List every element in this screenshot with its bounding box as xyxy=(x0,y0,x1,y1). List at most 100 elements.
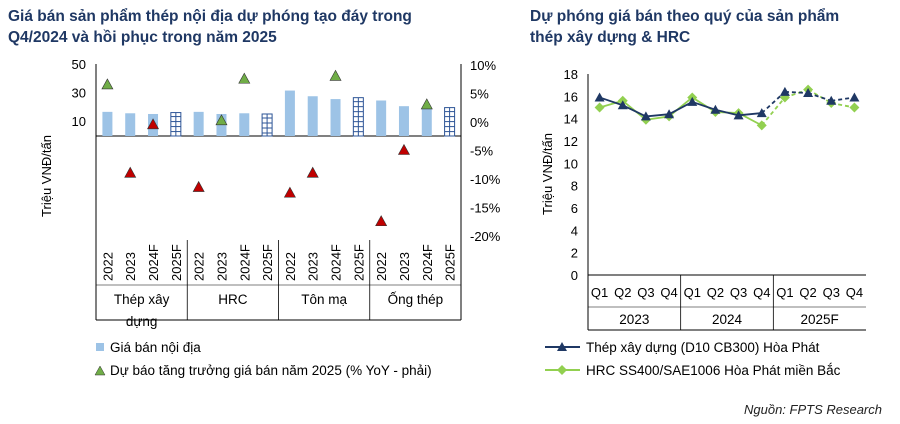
right-chart-ytick: 0 xyxy=(571,268,578,283)
left-chart-title: Giá bán sản phẩm thép nội địa dự phóng t… xyxy=(8,6,508,48)
category-label: 2025F xyxy=(169,244,184,281)
category-label: 2025F xyxy=(443,244,458,281)
right-chart-ytick: 6 xyxy=(571,201,578,216)
rebar-point xyxy=(640,111,651,121)
quarter-label: Q2 xyxy=(799,285,816,300)
growth-marker xyxy=(306,166,319,178)
rebar-line-segment xyxy=(761,91,786,114)
year-label: 2023 xyxy=(619,312,649,327)
right-ytick-label: 5% xyxy=(470,87,489,102)
year-label: 2025F xyxy=(801,312,839,327)
growth-marker xyxy=(283,186,296,198)
rebar-point xyxy=(849,92,860,102)
source-note: Nguồn: FPTS Research xyxy=(743,402,882,417)
growth-marker xyxy=(329,69,342,81)
rebar-point xyxy=(803,87,814,97)
quarter-label: Q3 xyxy=(637,285,654,300)
bar xyxy=(421,107,432,136)
hrc-point xyxy=(849,102,860,113)
quarter-label: Q4 xyxy=(753,285,770,300)
right-title-line2: thép xây dựng & HRC xyxy=(530,29,691,46)
quarter-label: Q4 xyxy=(846,285,863,300)
right-ytick-label: 10% xyxy=(470,58,496,73)
rebar-line-segment xyxy=(715,108,739,117)
right-chart-ytick: 12 xyxy=(564,134,578,149)
category-label: 2023 xyxy=(123,252,138,281)
left-ylabel: Triệu VNĐ/tấn xyxy=(39,135,54,217)
right-ytick-label: -15% xyxy=(470,201,501,216)
rebar-point xyxy=(664,109,675,119)
growth-marker xyxy=(147,118,160,130)
quarter-label: Q3 xyxy=(730,285,747,300)
growth-marker xyxy=(192,180,205,192)
category-label: 2024F xyxy=(146,244,161,281)
group-label: Tôn mạ xyxy=(301,292,347,307)
legend-bar-label: Giá bán nội địa xyxy=(110,340,201,355)
growth-marker xyxy=(375,215,388,227)
category-label: 2023 xyxy=(306,252,321,281)
right-chart-ytick: 14 xyxy=(564,112,578,127)
bar xyxy=(239,113,250,136)
right-chart-ytick: 4 xyxy=(571,223,578,238)
right-ytick-label: -5% xyxy=(470,144,494,159)
rebar-point xyxy=(779,86,790,96)
legend-hrc-label: HRC SS400/SAE1006 Hòa Phát miền Bắc xyxy=(586,363,841,378)
legend-bar-swatch xyxy=(96,343,104,351)
quarter-label: Q2 xyxy=(614,285,631,300)
category-label: 2024F xyxy=(329,244,344,281)
rebar-line-segment xyxy=(622,104,647,118)
legend-rebar-label: Thép xây dựng (D10 CB300) Hòa Phát xyxy=(586,340,820,355)
legend-hrc-marker xyxy=(557,365,567,375)
group-label: HRC xyxy=(218,292,247,307)
bar xyxy=(102,111,113,136)
hrc-line-segment xyxy=(668,96,693,118)
category-label: 2022 xyxy=(374,252,389,281)
left-title-line1: Giá bán sản phẩm thép nội địa dự phóng t… xyxy=(8,8,412,25)
left-ytick-label: 10 xyxy=(72,114,86,129)
category-label: 2023 xyxy=(397,252,412,281)
left-title-line2: Q4/2024 và hồi phục trong năm 2025 xyxy=(8,29,277,46)
rebar-point xyxy=(733,110,744,120)
growth-marker xyxy=(238,72,251,84)
right-ytick-label: 0% xyxy=(470,115,489,130)
rebar-line-segment xyxy=(738,112,762,117)
left-ytick-label: 30 xyxy=(72,85,86,100)
bar xyxy=(193,111,204,136)
rebar-line-segment xyxy=(831,96,855,102)
rebar-point xyxy=(826,95,837,105)
hrc-line-segment xyxy=(807,88,832,104)
quarter-label: Q2 xyxy=(707,285,724,300)
quarter-label: Q1 xyxy=(684,285,701,300)
rebar-line-segment xyxy=(784,90,809,94)
year-label: 2024 xyxy=(712,312,743,327)
right-chart-ytick: 2 xyxy=(571,246,578,261)
legend-marker-label: Dự báo tăng trưởng giá bán năm 2025 (% Y… xyxy=(110,363,432,378)
hrc-point xyxy=(756,120,767,131)
growth-marker xyxy=(215,114,228,126)
right-chart-ylabel: Triệu VNĐ/tấn xyxy=(540,133,555,215)
hrc-line-segment xyxy=(761,96,786,126)
right-chart-title: Dự phóng giá bán theo quý của sản phẩm t… xyxy=(530,6,890,48)
bar xyxy=(125,113,136,136)
rebar-point xyxy=(594,92,605,102)
left-ytick-label: 50 xyxy=(72,57,86,72)
group-label: dựng xyxy=(126,314,158,329)
rebar-point xyxy=(617,100,628,110)
growth-marker xyxy=(397,143,410,155)
rebar-point xyxy=(756,108,767,118)
hrc-line-segment xyxy=(691,96,716,113)
quarter-label: Q3 xyxy=(823,285,840,300)
rebar-point xyxy=(710,104,721,114)
growth-marker xyxy=(420,98,433,110)
category-label: 2024F xyxy=(420,244,435,281)
right-chart-ytick: 18 xyxy=(564,67,578,82)
hrc-point xyxy=(594,102,605,113)
category-label: 2022 xyxy=(192,252,207,281)
right-chart-ytick: 16 xyxy=(564,89,578,104)
right-ytick-label: -20% xyxy=(470,229,501,244)
category-label: 2024F xyxy=(237,244,252,281)
category-label: 2025F xyxy=(351,244,366,281)
quarter-label: Q4 xyxy=(660,285,677,300)
legend-rebar-marker xyxy=(557,342,567,351)
